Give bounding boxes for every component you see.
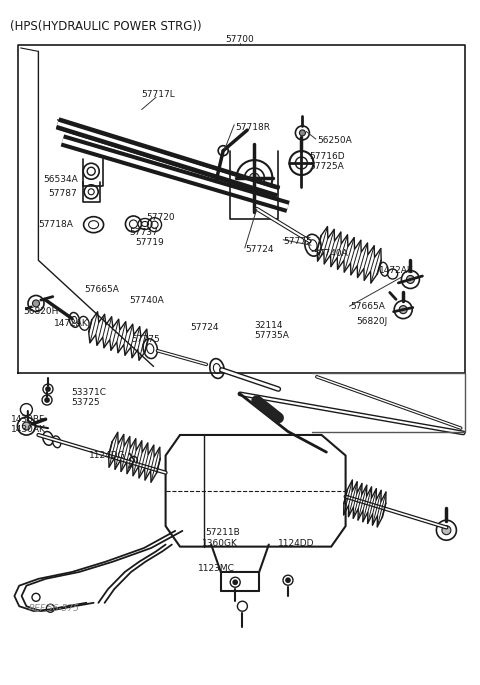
- Text: 1123MC: 1123MC: [198, 564, 234, 573]
- Text: 1124DG: 1124DG: [89, 451, 125, 460]
- Text: 57775: 57775: [283, 236, 312, 246]
- Text: 1430BF: 1430BF: [11, 414, 45, 424]
- Text: 56820J: 56820J: [356, 317, 387, 327]
- Text: 57717L: 57717L: [142, 90, 175, 99]
- Text: 57720: 57720: [146, 213, 175, 223]
- Circle shape: [33, 300, 39, 307]
- Text: 1472AK: 1472AK: [54, 319, 88, 328]
- Text: 57716D: 57716D: [310, 151, 345, 161]
- Text: 57724: 57724: [245, 245, 273, 254]
- Text: 57735A: 57735A: [254, 331, 289, 340]
- Text: 32114: 32114: [254, 321, 283, 330]
- Text: 56820H: 56820H: [23, 307, 59, 316]
- Text: REF.56-575: REF.56-575: [29, 603, 80, 613]
- Text: 57737: 57737: [130, 228, 158, 238]
- Text: 56250A: 56250A: [317, 136, 351, 145]
- Circle shape: [233, 580, 237, 584]
- Text: 1360GK: 1360GK: [202, 538, 238, 548]
- Text: 57718R: 57718R: [235, 123, 270, 132]
- Circle shape: [45, 398, 49, 402]
- Circle shape: [46, 387, 50, 391]
- Text: 57211B: 57211B: [205, 528, 240, 538]
- Text: 53371C: 53371C: [71, 388, 106, 397]
- Text: 57665A: 57665A: [350, 302, 385, 312]
- Text: 57787: 57787: [48, 189, 77, 199]
- Text: 53725: 53725: [71, 398, 100, 408]
- Circle shape: [250, 173, 259, 183]
- Text: 1430AK: 1430AK: [11, 425, 46, 434]
- Text: 57740A: 57740A: [313, 249, 348, 258]
- Text: 57775: 57775: [132, 334, 160, 344]
- Circle shape: [286, 578, 290, 582]
- Text: 57724: 57724: [191, 323, 219, 332]
- Circle shape: [399, 306, 407, 314]
- Circle shape: [407, 275, 414, 284]
- Text: (HPS(HYDRAULIC POWER STRG)): (HPS(HYDRAULIC POWER STRG)): [10, 20, 201, 33]
- Circle shape: [23, 422, 30, 430]
- Text: 1472AK: 1472AK: [379, 266, 414, 275]
- Text: 56534A: 56534A: [43, 175, 78, 184]
- Text: 57725A: 57725A: [310, 162, 344, 171]
- Circle shape: [442, 525, 451, 535]
- Text: 1124DD: 1124DD: [278, 538, 315, 548]
- Text: 57718A: 57718A: [38, 220, 73, 229]
- Circle shape: [300, 130, 305, 136]
- Text: 57665A: 57665A: [84, 284, 119, 294]
- Text: 57740A: 57740A: [130, 295, 164, 305]
- Text: 57700: 57700: [226, 35, 254, 45]
- Text: 57719: 57719: [135, 238, 164, 247]
